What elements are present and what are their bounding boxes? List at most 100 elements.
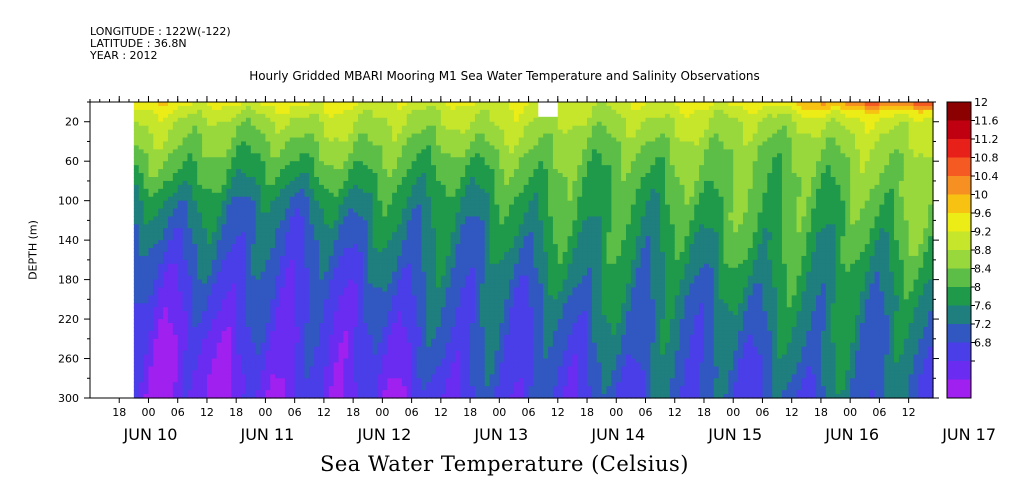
heatmap-cell — [421, 224, 427, 229]
heatmap-cell — [148, 165, 154, 170]
heatmap-cell — [333, 216, 340, 221]
heatmap-cell — [216, 319, 223, 324]
heatmap-cell — [431, 303, 437, 308]
heatmap-cell — [362, 228, 369, 233]
heatmap-cell — [163, 319, 169, 324]
heatmap-cell — [435, 311, 442, 316]
heatmap-cell — [343, 109, 349, 115]
heatmap-cell — [426, 153, 432, 158]
heatmap-cell — [309, 299, 315, 304]
heatmap-cell — [411, 161, 418, 166]
heatmap-cell — [241, 255, 247, 261]
heatmap-cell — [362, 248, 369, 253]
heatmap-cell — [133, 192, 140, 198]
heatmap-cell — [216, 307, 223, 312]
heatmap-cell — [289, 386, 296, 391]
heatmap-cell — [133, 224, 140, 229]
heatmap-cell — [367, 105, 374, 111]
heatmap-cell — [133, 200, 140, 206]
heatmap-cell — [280, 299, 286, 304]
heatmap-cell — [450, 169, 457, 174]
heatmap-cell — [289, 236, 296, 241]
heatmap-cell — [289, 220, 296, 225]
heatmap-cell — [431, 311, 437, 316]
heatmap-cell — [323, 244, 330, 249]
heatmap-cell — [435, 295, 442, 300]
heatmap-cell — [328, 315, 335, 320]
heatmap-cell — [280, 129, 286, 135]
heatmap-cell — [396, 244, 403, 249]
heatmap-cell — [304, 169, 310, 174]
heatmap-cell — [304, 141, 310, 147]
heatmap-cell — [406, 251, 413, 257]
heatmap-cell — [421, 145, 427, 150]
heatmap-cell — [245, 212, 252, 218]
heatmap-cell — [211, 350, 218, 356]
heatmap-cell — [411, 125, 418, 131]
heatmap-cell — [143, 248, 150, 253]
heatmap-cell — [348, 232, 354, 237]
heatmap-cell — [377, 224, 383, 229]
heatmap-cell — [163, 299, 169, 304]
heatmap-cell — [275, 342, 281, 348]
heatmap-cell — [299, 176, 305, 182]
heatmap-cell — [353, 208, 359, 214]
heatmap-cell — [284, 374, 291, 379]
heatmap-cell — [182, 102, 189, 107]
heatmap-cell — [143, 145, 150, 150]
heatmap-cell — [158, 161, 164, 166]
heatmap-cell — [406, 283, 413, 289]
heatmap-cell — [275, 259, 281, 265]
heatmap-cell — [450, 125, 457, 131]
heatmap-cell — [435, 244, 442, 249]
heatmap-cell — [411, 169, 418, 174]
heatmap-cell — [172, 346, 179, 352]
heatmap-cell — [401, 330, 408, 336]
heatmap-cell — [426, 338, 432, 344]
heatmap-cell — [372, 200, 379, 206]
heatmap-cell — [323, 102, 330, 107]
heatmap-cell — [260, 133, 267, 139]
heatmap-cell — [284, 358, 291, 364]
heatmap-cell — [338, 291, 344, 296]
heatmap-cell — [177, 386, 184, 391]
heatmap-cell — [362, 184, 369, 190]
heatmap-cell — [416, 153, 422, 158]
heatmap-cell — [236, 386, 242, 391]
heatmap-cell — [319, 248, 325, 253]
heatmap-cell — [455, 192, 461, 198]
heatmap-cell — [138, 311, 145, 316]
heatmap-cell — [148, 338, 154, 344]
heatmap-cell — [406, 291, 413, 296]
heatmap-cell — [406, 311, 413, 316]
heatmap-cell — [270, 208, 276, 214]
heatmap-cell — [406, 334, 413, 340]
heatmap-cell — [435, 338, 442, 344]
heatmap-cell — [192, 354, 198, 360]
heatmap-cell — [353, 259, 359, 265]
heatmap-cell — [133, 176, 140, 182]
heatmap-cell — [153, 307, 159, 312]
heatmap-cell — [382, 259, 388, 265]
heatmap-cell — [265, 370, 271, 375]
heatmap-cell — [382, 192, 388, 198]
heatmap-cell — [275, 188, 281, 194]
heatmap-cell — [314, 129, 320, 135]
heatmap-cell — [275, 267, 281, 273]
heatmap-cell — [440, 295, 447, 300]
heatmap-cell — [250, 307, 257, 312]
heatmap-cell — [353, 129, 359, 135]
heatmap-cell — [211, 287, 218, 293]
heatmap-cell — [294, 232, 301, 237]
heatmap-cell — [202, 232, 208, 237]
heatmap-cell — [450, 117, 457, 123]
heatmap-cell — [304, 354, 310, 360]
heatmap-cell — [431, 113, 437, 119]
heatmap-cell — [353, 220, 359, 225]
heatmap-cell — [265, 169, 271, 174]
heatmap-cell — [353, 192, 359, 198]
heatmap-cell — [416, 145, 422, 150]
heatmap-cell — [211, 303, 218, 308]
heatmap-cell — [197, 200, 203, 206]
heatmap-cell — [416, 232, 422, 237]
